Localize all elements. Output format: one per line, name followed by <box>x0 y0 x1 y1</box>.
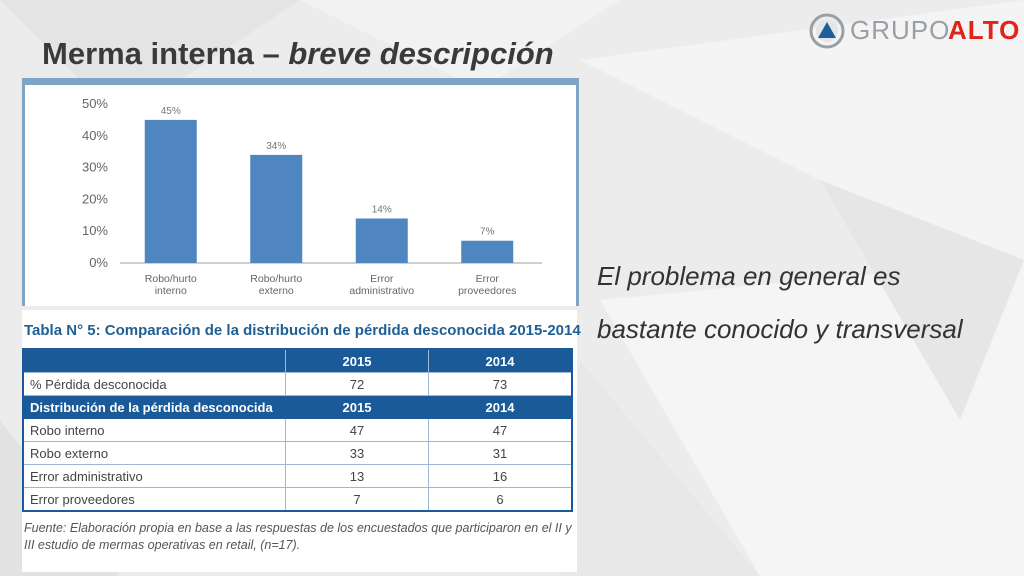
table-row: Robo externo 33 31 <box>22 441 573 465</box>
bar <box>355 218 408 263</box>
table-row: Error proveedores 7 6 <box>22 487 573 512</box>
y-tick-label: 30% <box>82 160 108 175</box>
bar <box>461 240 514 263</box>
x-category-label: externo <box>259 285 294 297</box>
table-source-note: Fuente: Elaboración propia en base a las… <box>24 521 572 552</box>
table-cell-value: 47 <box>285 418 429 442</box>
y-tick-label: 40% <box>82 128 108 143</box>
table-row: % Pérdida desconocida 72 73 <box>22 372 573 396</box>
data-label: 14% <box>372 204 392 215</box>
table-header-row: 2015 2014 <box>22 348 573 373</box>
bar <box>250 154 303 263</box>
bar-chart-card: 0% 10% 20% 30% 40% 50% 45% Robo/hurto interno 34%… <box>22 78 579 306</box>
table-cell-value: 72 <box>285 372 429 396</box>
table-cell-value: 16 <box>428 464 573 488</box>
triangle-in-circle-icon <box>809 13 845 49</box>
title-emphasis: breve descripción <box>288 36 554 71</box>
table-cell-value: 31 <box>428 441 573 465</box>
x-category-label: interno <box>155 285 187 297</box>
chart-top-border <box>22 78 579 85</box>
x-category-label: administrativo <box>349 285 414 297</box>
data-label: 7% <box>480 227 495 238</box>
comparison-table: 2015 2014 % Pérdida desconocida 72 73 Distr… <box>22 348 573 512</box>
table-cell-label: Distribución de la pérdida desconocida <box>22 395 286 419</box>
chart-right-border <box>576 78 579 306</box>
table-subheader-row: Distribución de la pérdida desconocida 20… <box>22 395 573 419</box>
title-main: Merma interna – <box>42 36 289 71</box>
table-cell-value: 33 <box>285 441 429 465</box>
header-cell-2015: 2015 <box>285 348 429 373</box>
table-cell-label: Error proveedores <box>22 487 286 512</box>
statement-line-2: bastante conocido y transversal <box>597 314 963 344</box>
logo-text-grupo: GRUPO <box>850 15 951 45</box>
logo <box>809 13 845 49</box>
x-category-label: Error <box>370 273 394 285</box>
statement-line-1: El problema en general es <box>597 261 901 291</box>
x-category-label: Robo/hurto <box>250 273 302 285</box>
chart-left-border <box>22 78 25 306</box>
table-cell-label: % Pérdida desconocida <box>22 372 286 396</box>
table-cell-label: Error administrativo <box>22 464 286 488</box>
bar <box>144 119 197 264</box>
y-tick-label: 0% <box>89 255 108 270</box>
table-cell-label: Robo externo <box>22 441 286 465</box>
table-row: Error administrativo 13 16 <box>22 464 573 488</box>
x-category-label: Robo/hurto <box>145 273 197 285</box>
table-cell-label: Robo interno <box>22 418 286 442</box>
table-cell-value: 73 <box>428 372 573 396</box>
slide-statement: El problema en general es bastante conoci… <box>597 250 1017 356</box>
comparison-table-area: Tabla N° 5: Comparación de la distribuci… <box>22 310 581 572</box>
x-category-label: Error <box>476 273 500 285</box>
slide-title: Merma interna – breve descripción <box>42 36 554 72</box>
table-cell-value: 2014 <box>428 395 573 419</box>
y-tick-label: 20% <box>82 191 108 206</box>
bar-chart: 0%10%20%30%40%50%45%Robo/hurtointerno34%… <box>82 96 542 297</box>
y-tick-label: 10% <box>82 223 108 238</box>
header-cell-label <box>22 348 286 373</box>
table-cell-value: 6 <box>428 487 573 512</box>
table-cell-value: 7 <box>285 487 429 512</box>
table-cell-value: 47 <box>428 418 573 442</box>
data-label: 34% <box>266 141 286 152</box>
table-cell-value: 13 <box>285 464 429 488</box>
header-cell-2014: 2014 <box>428 348 573 373</box>
table-cell-value: 2015 <box>285 395 429 419</box>
y-tick-label: 50% <box>82 96 108 111</box>
data-label: 45% <box>161 106 181 117</box>
table-row: Robo interno 47 47 <box>22 418 573 442</box>
x-category-label: proveedores <box>458 285 516 297</box>
table-title: Tabla N° 5: Comparación de la distribuci… <box>24 322 581 339</box>
logo-text-alto: ALTO <box>948 15 1021 45</box>
